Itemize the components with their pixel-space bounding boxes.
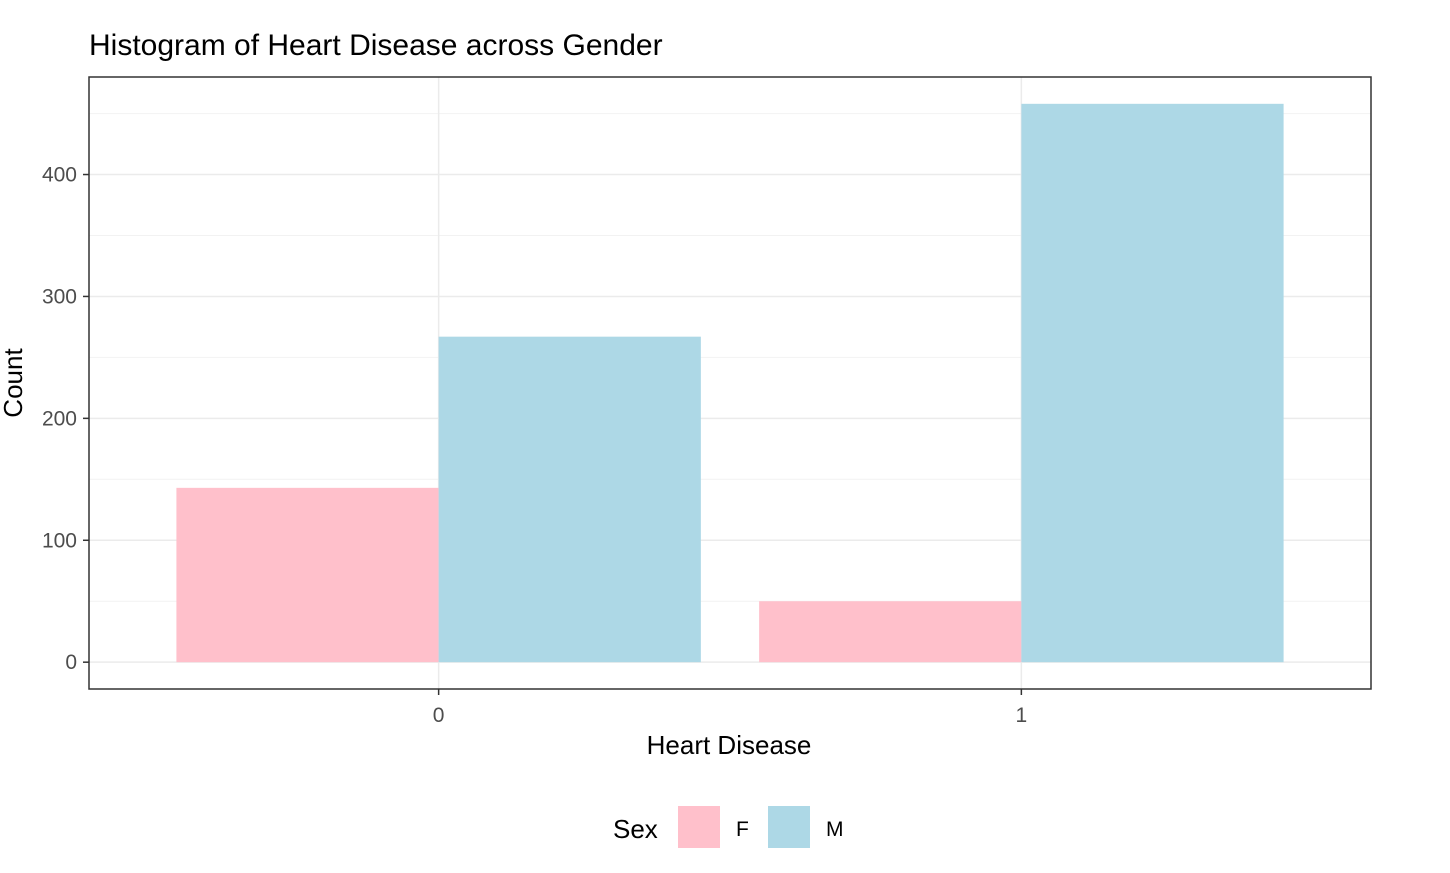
legend-label-F: F	[736, 818, 749, 841]
axis-ticks: 0 100 200 300 400 0 1	[42, 164, 1027, 727]
legend: Sex F M	[613, 806, 844, 848]
legend-title: Sex	[613, 814, 658, 844]
x-tick-label: 0	[433, 704, 445, 727]
plot-panel	[88, 76, 1372, 690]
y-tick-label: 300	[42, 285, 77, 308]
legend-key-F	[678, 806, 720, 848]
y-tick-label: 100	[42, 529, 77, 552]
x-tick-label: 1	[1016, 704, 1028, 727]
chart-title: Histogram of Heart Disease across Gender	[89, 29, 663, 62]
legend-key-M	[768, 806, 810, 848]
legend-label-M: M	[826, 818, 844, 841]
bar-F-1	[759, 601, 1022, 663]
bar-M-0	[438, 336, 701, 663]
y-tick-label: 400	[42, 164, 77, 187]
bar-M-1	[1021, 103, 1284, 663]
y-tick-label: 200	[42, 407, 77, 430]
x-axis-title: Heart Disease	[647, 730, 812, 760]
panel-border	[88, 76, 1372, 690]
y-tick-label: 0	[65, 651, 77, 674]
bar-F-0	[176, 487, 439, 663]
y-axis-title: Count	[0, 348, 28, 418]
